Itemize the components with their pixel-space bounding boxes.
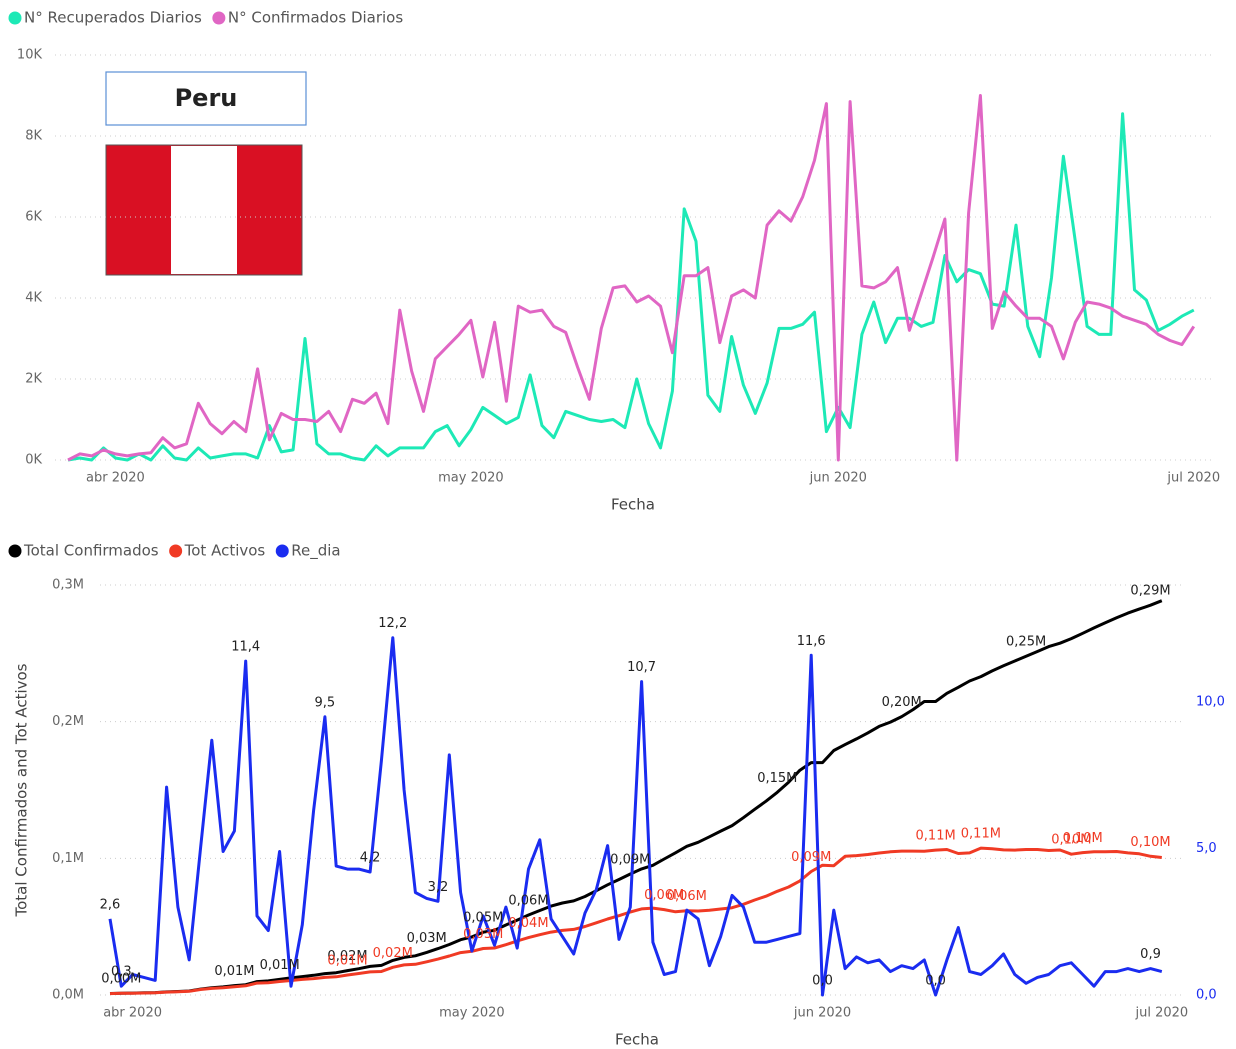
x-tick-label: jul 2020 <box>1166 471 1220 486</box>
series-line <box>109 846 1162 996</box>
y2-tick-label: 10,0 <box>1196 695 1225 710</box>
data-label: 0,02M <box>327 949 367 964</box>
x-tick-label: jul 2020 <box>1134 1006 1188 1021</box>
x-tick-label: jun 2020 <box>809 471 867 486</box>
data-label: 0,10M <box>1130 835 1170 850</box>
data-label: 10,7 <box>627 660 656 675</box>
legend-label: Total Confirmados <box>23 542 159 560</box>
data-label: 0,03M <box>407 931 447 946</box>
data-label: 0,06M <box>508 894 548 909</box>
y-tick-label: 10K <box>17 48 43 63</box>
x-axis-title: Fecha <box>615 1031 659 1049</box>
data-label: 0,11M <box>961 827 1001 842</box>
data-label: 0,25M <box>1006 635 1046 650</box>
y-tick-label: 6K <box>25 210 42 225</box>
y-tick-label: 0,2M <box>52 714 84 729</box>
data-label: 0,01M <box>327 954 367 969</box>
x-tick-label: may 2020 <box>439 1006 505 1021</box>
data-label: 9,5 <box>315 695 336 710</box>
data-label: 0,01M <box>260 958 300 973</box>
y-tick-label: 0,3M <box>52 578 84 593</box>
y-tick-label: 0K <box>25 453 42 468</box>
legend-marker <box>8 544 22 558</box>
data-label: 0,01M <box>214 964 254 979</box>
y2-tick-label: 0,0 <box>1196 988 1217 1003</box>
data-label: 0,05M <box>463 911 503 926</box>
data-label: 0,02M <box>373 946 413 961</box>
series-line <box>109 599 1163 995</box>
data-label: 12,2 <box>378 616 407 631</box>
x-tick-label: abr 2020 <box>103 1006 162 1021</box>
data-label: 0,04M <box>508 916 548 931</box>
flag <box>105 144 303 276</box>
data-label: 0,10M <box>1051 833 1091 848</box>
data-label: 0,3 <box>111 965 132 980</box>
y-axis-title: Total Confirmados and Tot Activos <box>13 663 31 917</box>
data-label: 0,0 <box>925 974 946 989</box>
data-label: 0,29M <box>1130 584 1170 599</box>
y-tick-label: 0,0M <box>52 988 84 1003</box>
card-title: Peru <box>175 84 238 112</box>
data-label: 4,2 <box>360 851 381 866</box>
data-label: 3,2 <box>428 880 449 895</box>
y2-tick-label: 5,0 <box>1196 841 1217 856</box>
legend-label: N° Recuperados Diarios <box>24 9 202 27</box>
data-label: 0,03M <box>463 927 503 942</box>
flag-white <box>171 146 237 274</box>
y-tick-label: 0,1M <box>52 851 84 866</box>
x-tick-label: abr 2020 <box>86 471 145 486</box>
data-label: 0,11M <box>916 829 956 844</box>
data-label: 0,09M <box>610 852 650 867</box>
data-label: 0,06M <box>644 888 684 903</box>
data-label: 2,6 <box>100 897 121 912</box>
legend-label: Re_dia <box>291 542 340 561</box>
data-label: 0,10M <box>1063 831 1103 846</box>
legend-marker <box>275 544 289 558</box>
legend-marker <box>169 544 183 558</box>
series-line <box>67 94 1196 462</box>
legend-label: N° Confirmados Diarios <box>228 9 404 27</box>
y-tick-label: 4K <box>25 291 42 306</box>
data-label: 0,09M <box>791 850 831 865</box>
y-tick-label: 2K <box>25 372 42 387</box>
y-tick-label: 8K <box>25 129 42 144</box>
data-label: 0,9 <box>1140 947 1161 962</box>
card-box <box>105 71 307 126</box>
legend-marker <box>212 11 226 25</box>
legend-label: Tot Activos <box>184 542 266 560</box>
data-label: 0,00M <box>101 972 141 987</box>
series-line <box>108 636 1163 997</box>
data-label: 11,4 <box>231 640 260 655</box>
legend-marker <box>8 11 22 25</box>
x-tick-label: may 2020 <box>438 471 504 486</box>
data-label: 11,6 <box>797 634 826 649</box>
data-label: 0,0 <box>812 974 833 989</box>
data-label: 0,06M <box>667 889 707 904</box>
x-tick-label: jun 2020 <box>793 1006 851 1021</box>
data-label: 0,15M <box>757 771 797 786</box>
data-label: 0,20M <box>882 695 922 710</box>
x-axis-title: Fecha <box>611 496 655 514</box>
